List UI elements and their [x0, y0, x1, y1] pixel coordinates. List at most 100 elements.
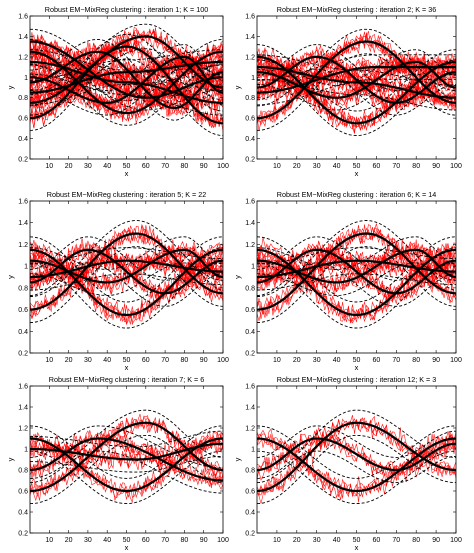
cluster-band-lower-4: [30, 455, 223, 473]
x-tick-label: 100: [217, 537, 229, 544]
cluster-band-lower-3: [257, 262, 456, 307]
y-tick-label: 0.8: [245, 285, 255, 292]
cluster-band-upper-5: [30, 23, 223, 92]
x-tick-label: 70: [392, 357, 400, 364]
x-tick-label: 40: [333, 537, 341, 544]
x-tick-label: 40: [103, 537, 111, 544]
cluster-band-upper-5: [30, 247, 223, 265]
cluster-band-lower-7: [30, 73, 223, 106]
cluster-band-upper-1: [30, 409, 223, 479]
x-tick-label: 60: [142, 537, 150, 544]
cluster-band-lower-4: [257, 73, 456, 111]
cluster-band-upper-3: [257, 425, 456, 458]
y-tick-label: 1: [251, 264, 255, 271]
cluster-mean-curve-3: [257, 437, 456, 472]
y-axis-label: y: [6, 85, 15, 89]
y-tick-label: 0.8: [245, 468, 255, 475]
cluster-band-lower-3: [30, 450, 223, 494]
chart-panel-6: 10 20 30 40 50 60 70 80 90 100 0.2 0.4 0.6 0.8 1 1.2 1.4…: [233, 375, 462, 552]
y-tick-label: 1: [251, 75, 255, 82]
cluster-mean-curve-4: [257, 248, 456, 284]
noisy-curve: [30, 434, 223, 471]
chart-panel-4: 10 20 30 40 50 60 70 80 90 100 0.2 0.4 0.6 0.8 1 1.2 1.4…: [233, 190, 462, 372]
cluster-mean-curve-7: [30, 60, 223, 94]
cluster-band-upper-1: [257, 409, 456, 479]
y-tick-label: 1.4: [245, 34, 255, 41]
cluster-band-lower-4: [30, 68, 223, 116]
y-tick-label: 1.4: [245, 405, 255, 412]
x-tick-label: 40: [103, 357, 111, 364]
x-tick-label: 80: [181, 357, 189, 364]
y-tick-label: 0.4: [245, 510, 255, 517]
cluster-mean-curve-2: [257, 55, 456, 125]
cluster-mean-curve-8: [30, 60, 223, 104]
x-tick-label: 80: [412, 537, 420, 544]
x-tick-label: 80: [412, 357, 420, 364]
cluster-band-upper-4: [30, 430, 223, 448]
cluster-band-upper-4: [257, 49, 456, 86]
x-tick-label: 70: [161, 537, 169, 544]
y-tick-label: 1.2: [18, 426, 28, 433]
y-tick-label: 0.4: [245, 329, 255, 336]
cluster-band-lower-5: [257, 273, 456, 291]
plot-area: [30, 23, 223, 136]
cluster-band-upper-4: [30, 44, 223, 92]
y-axis-label: y: [233, 85, 242, 89]
y-tick-label: 1.2: [245, 242, 255, 249]
x-tick-label: 70: [392, 537, 400, 544]
x-tick-label: 50: [123, 537, 131, 544]
cluster-band-upper-8: [30, 49, 223, 92]
noisy-curve: [30, 439, 223, 470]
cluster-band-lower-1: [30, 58, 223, 136]
plot-area: [257, 220, 456, 329]
cluster-band-upper-2: [257, 425, 456, 479]
cluster-band-upper-2: [257, 236, 456, 303]
cluster-mean-curve-3: [257, 248, 456, 295]
cluster-mean-curve-5: [257, 259, 456, 279]
y-tick-label: 1.2: [245, 54, 255, 61]
cluster-band-upper-5: [257, 54, 456, 81]
y-tick-label: 0.2: [18, 157, 28, 164]
x-tick-label: 100: [450, 537, 462, 544]
y-tick-label: 0.6: [245, 489, 255, 496]
noisy-curve: [257, 57, 456, 104]
cluster-mean-curve-3: [30, 248, 223, 295]
cluster-band-lower-1: [30, 434, 223, 505]
x-tick-label: 70: [161, 163, 169, 170]
x-axis-label: x: [125, 169, 129, 178]
x-tick-label: 30: [313, 163, 321, 170]
cluster-band-upper-1: [257, 28, 456, 107]
y-tick-label: 1.2: [18, 242, 28, 249]
x-tick-label: 50: [353, 537, 361, 544]
cluster-band-upper-3: [257, 44, 456, 92]
cluster-band-upper-3: [257, 236, 456, 281]
cluster-band-lower-1: [30, 246, 223, 324]
y-tick-label: 0.8: [245, 95, 255, 102]
y-tick-label: 1.6: [245, 14, 255, 21]
x-tick-label: 10: [273, 537, 281, 544]
cluster-mean-curve-5: [30, 35, 223, 104]
cluster-band-upper-1: [30, 220, 223, 297]
x-tick-label: 40: [103, 163, 111, 170]
y-tick-label: 0.6: [18, 489, 28, 496]
cluster-mean-curve-1: [30, 45, 223, 125]
chart-title: Robust EM−MixReg clustering : iteration …: [277, 5, 436, 14]
x-tick-label: 70: [161, 357, 169, 364]
y-tick-label: 1.4: [245, 220, 255, 227]
y-tick-label: 0.4: [18, 136, 28, 143]
cluster-band-upper-3: [30, 39, 223, 97]
cluster-mean-curve-3: [30, 437, 223, 482]
y-tick-label: 1.6: [18, 14, 28, 21]
y-tick-label: 1.6: [18, 199, 28, 206]
cluster-band-lower-8: [30, 73, 223, 116]
cluster-band-upper-7: [30, 49, 223, 81]
x-tick-label: 60: [142, 357, 150, 364]
cluster-mean-curve-5: [257, 66, 456, 94]
x-tick-label: 10: [273, 357, 281, 364]
plot-area: [30, 409, 223, 505]
chart-panel-3: 10 20 30 40 50 60 70 80 90 100 0.2 0.4 0.6 0.8 1 1.2 1.4…: [6, 190, 229, 372]
x-axis-label: x: [355, 169, 359, 178]
plot-area: [257, 409, 456, 505]
noisy-curve: [257, 432, 456, 499]
x-tick-label: 10: [45, 537, 53, 544]
